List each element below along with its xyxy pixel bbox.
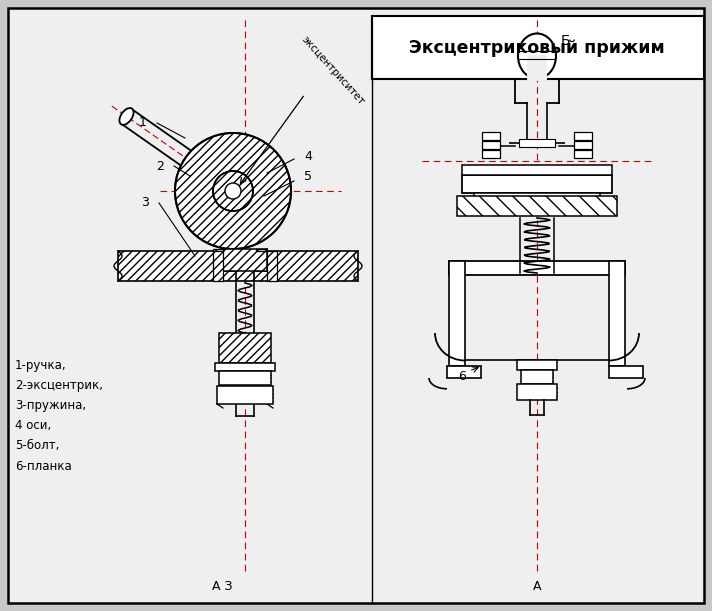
Text: 2: 2 [156,159,164,172]
Text: 4 оси,: 4 оси, [15,420,51,433]
Circle shape [225,183,241,199]
Text: 2-эксцентрик,: 2-эксцентрик, [15,379,103,392]
Bar [449,261,625,275]
Circle shape [175,133,291,249]
Bar [267,251,277,281]
Bar [609,261,625,366]
Bar [219,333,271,363]
Bar [372,16,704,79]
Text: А: А [533,579,541,593]
Text: 1: 1 [139,117,147,130]
Bar [213,249,223,251]
Text: 5: 5 [304,170,312,183]
Text: Эксцентриковый прижим: Эксцентриковый прижим [409,39,665,57]
Bar [447,366,481,378]
Ellipse shape [518,34,556,78]
Bar [482,150,500,158]
Text: 6-планка: 6-планка [15,459,72,472]
Bar [215,363,275,371]
Circle shape [213,171,253,211]
Bar [517,384,557,400]
Bar [482,141,500,149]
Bar [521,370,553,384]
Bar [609,366,643,378]
Bar [574,132,592,140]
Text: 3: 3 [141,197,149,210]
Bar [574,141,592,149]
Bar [449,261,465,366]
Text: 4: 4 [304,150,312,163]
Text: 1-ручка,: 1-ручка, [15,359,67,373]
Bar [462,175,612,193]
Text: 5-болт,: 5-болт, [15,439,59,453]
Bar [482,132,500,140]
Bar [223,249,267,271]
Bar [517,360,557,370]
Bar [217,386,273,404]
Bar [474,193,600,201]
Text: 6: 6 [458,370,466,382]
Bar [256,249,266,251]
Bar [457,196,617,216]
Bar [462,165,612,175]
Ellipse shape [120,108,134,125]
Bar [213,251,223,281]
Text: А З: А З [211,579,232,593]
Bar [118,251,358,281]
Text: эксцентриситет: эксцентриситет [300,35,367,108]
Text: 3-пружина,: 3-пружина, [15,400,86,412]
FancyBboxPatch shape [527,55,547,81]
Bar [519,139,555,147]
Bar [219,371,271,385]
Bar [574,150,592,158]
Text: Б: Б [560,34,570,48]
